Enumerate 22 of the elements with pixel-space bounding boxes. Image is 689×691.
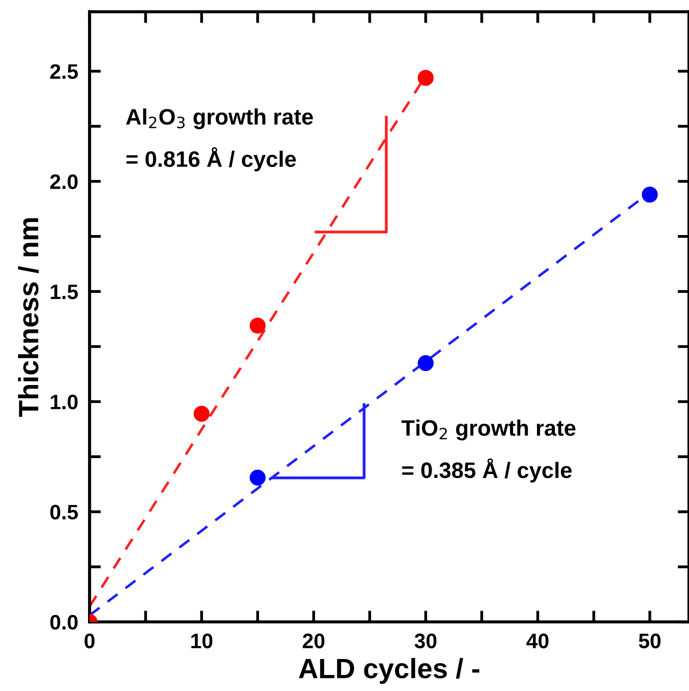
x-tick-label: 30: [414, 634, 436, 648]
annotation: TiO$_{2}$ growth rate = 0.385 Å / cycle: [402, 420, 576, 483]
x-tick-label: 40: [526, 634, 548, 648]
point: [250, 318, 266, 334]
y-tick-label: 0.5: [50, 504, 78, 520]
y-tick-label: 0.0: [50, 614, 78, 630]
y-tick-label: 1.0: [50, 394, 78, 410]
x-tick-label: 10: [191, 634, 212, 648]
point: [418, 355, 434, 372]
x-tick-label: 20: [302, 634, 324, 648]
point: [250, 470, 266, 486]
y-axis-title: Thickness / nm: [18, 218, 39, 417]
annotation: Al$_{2}$O$_{3}$ growth rate = 0.816 Å / cycle: [126, 108, 313, 172]
y-tick-label: 1.5: [50, 284, 78, 300]
x-tick-label: 0: [84, 634, 95, 648]
y-tick-label: 2.5: [50, 64, 78, 79]
x-axis-title: ALD cycles / -: [298, 658, 480, 684]
x-tick-label: 50: [638, 634, 661, 648]
point: [194, 406, 210, 422]
point: [418, 70, 434, 86]
y-tick-label: 2.0: [50, 174, 78, 190]
point: [642, 186, 658, 203]
